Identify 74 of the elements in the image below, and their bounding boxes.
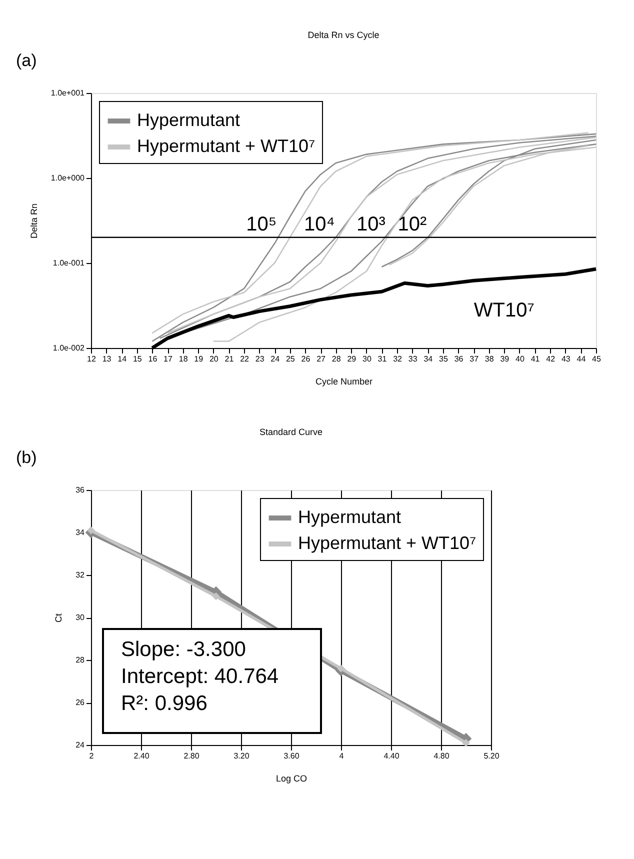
annotation: 10³ [356,213,386,236]
x-tick-label: 26 [301,354,311,364]
y-tick-label: 36 [76,486,86,494]
legend-label: Hypermutant [137,110,240,130]
y-tick-label: 1.0e-002 [52,344,86,352]
annotation: 10⁴ [304,213,335,236]
y-tick-label: 1.0e+001 [50,88,86,98]
x-tick-label: 38 [484,354,494,364]
x-tick-label: 37 [470,354,480,364]
x-tick-label: 29 [347,354,357,364]
x-tick-label: 31 [378,354,388,364]
y-tick-label: 1.0e-001 [52,258,86,268]
y-tick-label: 34 [76,528,86,537]
x-tick-label: 23 [255,354,265,364]
x-tick-label: 3.60 [284,752,300,760]
y-tick-label: 28 [76,656,86,664]
x-tick-label: 13 [102,354,112,364]
x-tick-label: 44 [576,354,586,364]
annotation: R²: 0.996 [121,692,208,715]
legend-label: Hypermutant + WT10⁷ [137,136,316,156]
x-tick-label: 33 [408,354,418,364]
x-tick-label: 20 [209,354,219,364]
x-tick-label: 17 [164,354,174,364]
x-tick-label: 12 [87,354,96,364]
x-axis-title: Log CO [276,774,308,784]
x-tick-label: 22 [240,354,250,364]
x-tick-label: 15 [132,354,142,364]
x-tick-label: 32 [393,354,403,364]
x-tick-label: 36 [454,354,464,364]
legend-label: Hypermutant + WT10⁷ [298,533,476,553]
x-tick-label: 4 [339,752,344,760]
x-tick-label: 24 [270,354,280,364]
y-tick-label: 24 [76,740,86,750]
annotation: Slope: -3.300 [121,638,246,661]
y-tick-label: 26 [76,698,86,707]
x-tick-label: 2.80 [184,752,200,760]
x-tick-label: 35 [439,354,448,364]
chart-title: Standard Curve [259,427,323,437]
y-tick-label: 32 [76,570,86,580]
x-tick-label: 30 [362,354,372,364]
text: (a) [16,51,37,70]
text: (b) [16,448,37,467]
x-axis-title: Cycle Number [315,376,373,386]
x-tick-label: 40 [516,354,525,364]
x-tick-label: 19 [194,354,204,364]
annotation: WT10⁷ [474,299,534,322]
legend-label: Hypermutant [298,507,402,527]
x-tick-label: 3.20 [234,752,250,760]
x-tick-label: 14 [118,354,128,364]
x-tick-label: 42 [546,354,556,364]
x-tick-label: 45 [592,354,602,364]
y-axis-title: Ct [54,613,64,622]
x-tick-label: 5.20 [484,752,500,760]
annotation: Intercept: 40.764 [121,665,279,688]
annotation: 10⁵ [246,213,277,236]
x-tick-label: 25 [286,354,296,364]
x-tick-label: 21 [224,354,234,364]
x-tick-label: 43 [561,354,571,364]
x-tick-label: 27 [316,354,326,364]
x-tick-label: 2.40 [134,752,150,760]
x-tick-label: 34 [424,354,434,364]
x-tick-label: 4.40 [384,752,400,760]
x-tick-label: 4.80 [434,752,450,760]
x-tick-label: 28 [332,354,342,364]
annotation: 10² [398,213,428,236]
y-tick-label: 30 [76,613,86,622]
chart-title: Delta Rn vs Cycle [308,30,380,40]
x-tick-label: 18 [178,354,188,364]
x-tick-label: 39 [500,354,510,364]
x-tick-label: 41 [530,354,540,364]
x-tick-label: 2 [89,752,94,760]
x-tick-label: 16 [148,354,158,364]
y-axis-title: Delta Rn [28,203,39,239]
y-tick-label: 1.0e+000 [50,174,86,182]
